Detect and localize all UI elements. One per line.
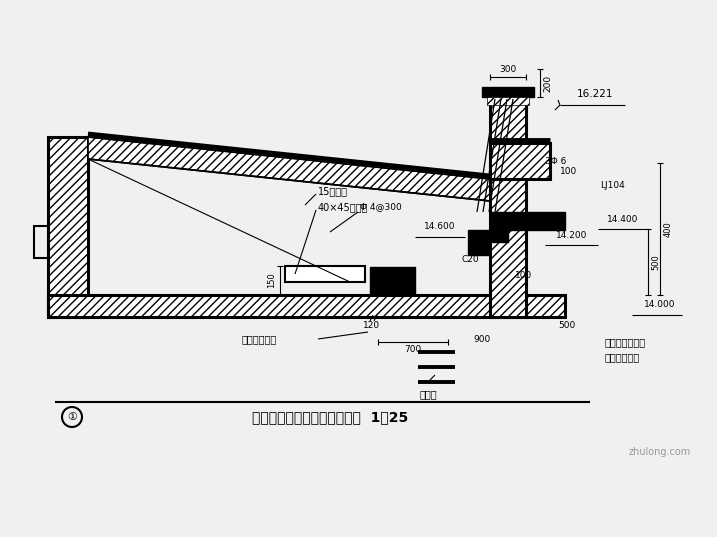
Text: 铁爬梯: 铁爬梯: [419, 389, 437, 399]
Text: 400: 400: [663, 221, 673, 237]
Bar: [490, 143, 550, 179]
Text: Φ 4@300: Φ 4@300: [360, 202, 402, 212]
Text: 300: 300: [499, 66, 517, 75]
Text: 100: 100: [515, 271, 532, 279]
Bar: [490, 230, 508, 242]
Text: 16.221: 16.221: [576, 89, 613, 99]
Text: 100: 100: [560, 168, 577, 177]
Text: 最高点定坡度: 最高点定坡度: [605, 352, 640, 362]
Text: 14.200: 14.200: [556, 231, 588, 240]
Text: 500: 500: [558, 321, 575, 330]
Bar: [468, 230, 490, 255]
Bar: [48, 295, 565, 317]
Text: 通过老虎窗上人检修屋面大样  1：25: 通过老虎窗上人检修屋面大样 1：25: [252, 410, 408, 424]
Text: 200: 200: [543, 75, 553, 92]
Text: 150: 150: [267, 273, 277, 288]
Text: 14.400: 14.400: [607, 215, 639, 224]
Bar: [482, 87, 534, 97]
Polygon shape: [88, 137, 490, 201]
Bar: [285, 266, 365, 282]
Text: 700: 700: [404, 345, 422, 353]
Bar: [490, 212, 565, 230]
Text: 14.600: 14.600: [424, 222, 456, 231]
Text: 14.000: 14.000: [645, 300, 675, 309]
Text: C20: C20: [462, 255, 480, 264]
Text: 900: 900: [473, 335, 490, 344]
Bar: [370, 267, 415, 295]
Text: 500: 500: [652, 254, 660, 270]
Text: 坡屋面以此点和: 坡屋面以此点和: [605, 337, 646, 347]
Bar: [487, 97, 529, 105]
Text: LJ104: LJ104: [600, 180, 625, 190]
Text: 60: 60: [528, 222, 538, 231]
Bar: [48, 295, 565, 317]
Bar: [48, 137, 88, 317]
Text: 40×45盖板框: 40×45盖板框: [318, 202, 369, 212]
Text: zhulong.com: zhulong.com: [629, 447, 691, 457]
Bar: [490, 143, 550, 179]
Text: 120: 120: [364, 321, 381, 330]
Text: ①: ①: [67, 412, 77, 422]
Bar: [490, 97, 526, 317]
Text: 防水油膏封堵: 防水油膏封堵: [242, 334, 277, 344]
Bar: [48, 137, 88, 317]
Text: 15厘木板: 15厘木板: [318, 186, 348, 196]
Bar: [34, 226, 48, 258]
Bar: [18, 17, 698, 417]
Text: 3Φ 6: 3Φ 6: [545, 157, 566, 166]
Bar: [490, 97, 526, 317]
